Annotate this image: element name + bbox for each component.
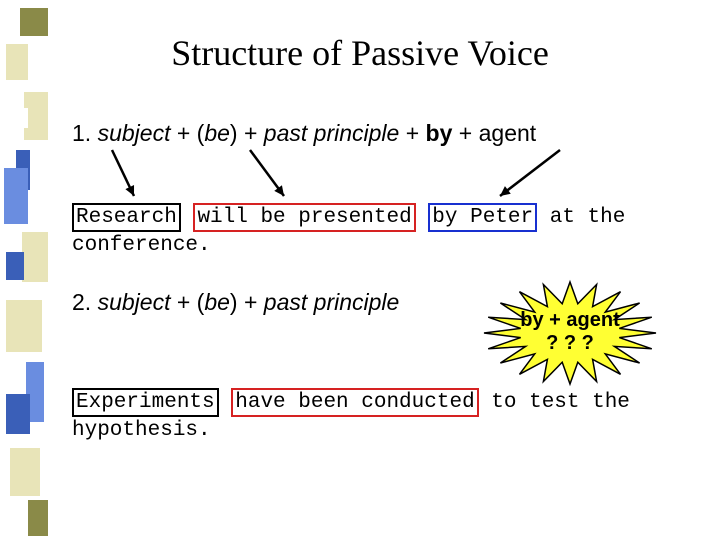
burst-line2: ? ? ? bbox=[546, 332, 594, 354]
sidebar-block bbox=[8, 108, 28, 128]
example1-agent-box: by Peter bbox=[428, 203, 537, 232]
sidebar-block bbox=[22, 232, 48, 282]
sidebar-block bbox=[6, 300, 42, 352]
example1-verb-box: will be presented bbox=[193, 203, 415, 232]
example1: Research will be presented by Peter at t… bbox=[72, 203, 682, 261]
page-title: Structure of Passive Voice bbox=[0, 32, 720, 74]
title-text: Structure of Passive Voice bbox=[171, 33, 549, 73]
rule1-plus2: ) + bbox=[230, 120, 264, 146]
rule2-pp: past principle bbox=[264, 289, 400, 315]
sidebar-block bbox=[6, 252, 24, 280]
rule1-by: by bbox=[426, 120, 453, 146]
rule1-plus1: + ( bbox=[177, 120, 204, 146]
rule1-plus4: + bbox=[452, 120, 478, 146]
rule1-subject: subject bbox=[98, 120, 171, 146]
rule1-be: be bbox=[204, 120, 230, 146]
rule1-number: 1. bbox=[72, 120, 91, 146]
sidebar-block bbox=[6, 394, 30, 434]
burst-line1: by + agent bbox=[520, 309, 619, 331]
starburst: by + agent ? ? ? bbox=[480, 278, 660, 388]
rule2-plus2: ) + bbox=[230, 289, 264, 315]
rule1-plus3: + bbox=[399, 120, 425, 146]
sidebar-decoration bbox=[0, 0, 48, 540]
rule1-agent: agent bbox=[479, 120, 537, 146]
example1-subject-box: Research bbox=[72, 203, 181, 232]
sidebar-block bbox=[10, 448, 40, 496]
rule2-number: 2. bbox=[72, 289, 91, 315]
starburst-label: by + agent ? ? ? bbox=[505, 309, 635, 355]
example2-verb-box: have been conducted bbox=[231, 388, 478, 417]
example2-subject-box: Experiments bbox=[72, 388, 219, 417]
rule1-formula: 1. subject + (be) + past principle + by … bbox=[72, 120, 682, 147]
rule1-pp: past principle bbox=[264, 120, 400, 146]
sidebar-block bbox=[4, 168, 28, 224]
rule2-be: be bbox=[204, 289, 230, 315]
sidebar-block bbox=[28, 500, 48, 536]
rule2-plus1: + ( bbox=[177, 289, 204, 315]
example2: Experiments have been conducted to test … bbox=[72, 388, 682, 446]
rule2-subject: subject bbox=[98, 289, 171, 315]
